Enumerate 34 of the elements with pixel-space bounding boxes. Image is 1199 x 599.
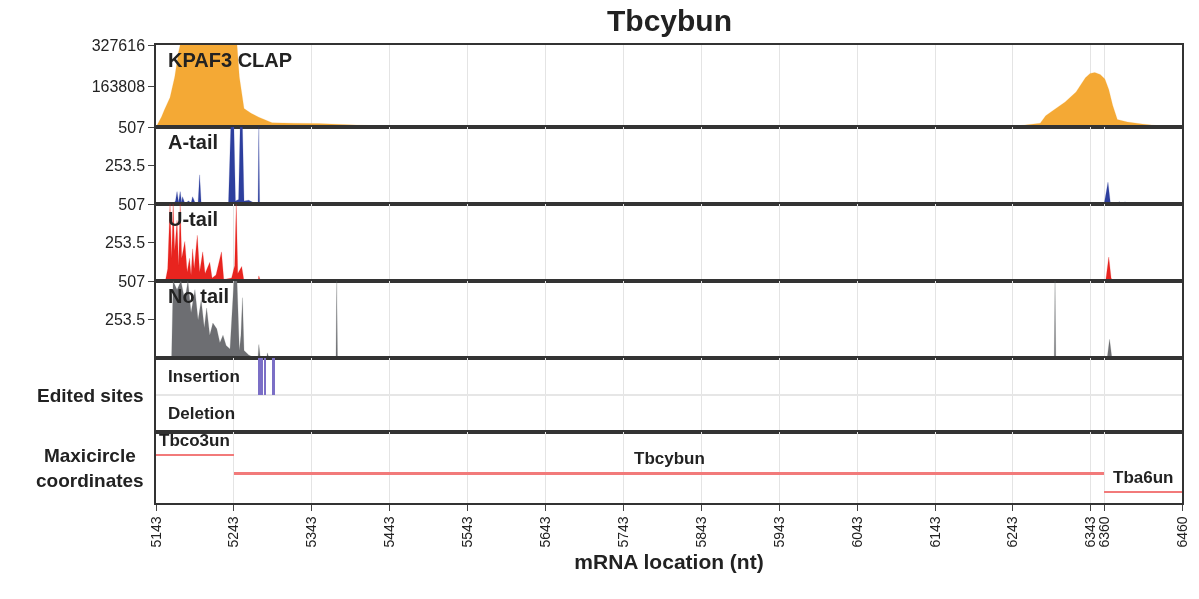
- bar: [156, 454, 234, 456]
- x-tick-label: 5943: [770, 516, 787, 548]
- annotation: Tba6un: [1113, 468, 1174, 487]
- series-label: A-tail: [168, 131, 218, 153]
- y-tick-label: 253.5: [105, 234, 146, 252]
- y-tick-label: 507: [118, 272, 146, 290]
- x-tick-label: 6243: [1004, 516, 1021, 548]
- x-tick-label: 5843: [692, 516, 709, 548]
- x-tick-label: 5443: [381, 516, 398, 548]
- y-axis-title: Edited sites: [37, 385, 144, 406]
- y-tick-label: 507: [118, 195, 146, 213]
- y-tick-label: 253.5: [105, 157, 146, 175]
- x-tick-label: 5543: [459, 516, 476, 548]
- x-tick-label: 6460: [1173, 516, 1190, 548]
- y-tick-label: 327616: [91, 36, 146, 54]
- x-tick-label: 6143: [926, 516, 943, 548]
- annotation: Tbco3un: [159, 431, 230, 450]
- annotation: Insertion: [168, 367, 240, 386]
- text: Deletion: [168, 404, 236, 423]
- x-tick-label: 5143: [147, 516, 164, 548]
- y-tick-label: 507: [118, 118, 146, 136]
- x-axis-title: mRNA location (nt): [574, 550, 764, 574]
- bar: [234, 472, 1104, 475]
- y-axis-title: Maxicircle coordinates: [36, 445, 144, 491]
- y-tick-label: 253.5: [105, 311, 146, 329]
- annotation: Tbcybun: [634, 449, 705, 468]
- chart-title: Tbcybun: [607, 4, 732, 37]
- x-tick-label: 5343: [303, 516, 320, 548]
- x-tick-label: 6043: [848, 516, 865, 548]
- x-tick-label: 5743: [614, 516, 631, 548]
- y-tick-label: 163808: [91, 77, 146, 95]
- bar: [1104, 491, 1182, 493]
- x-tick-label: 5643: [537, 516, 554, 548]
- x-tick-label: 5243: [225, 516, 242, 548]
